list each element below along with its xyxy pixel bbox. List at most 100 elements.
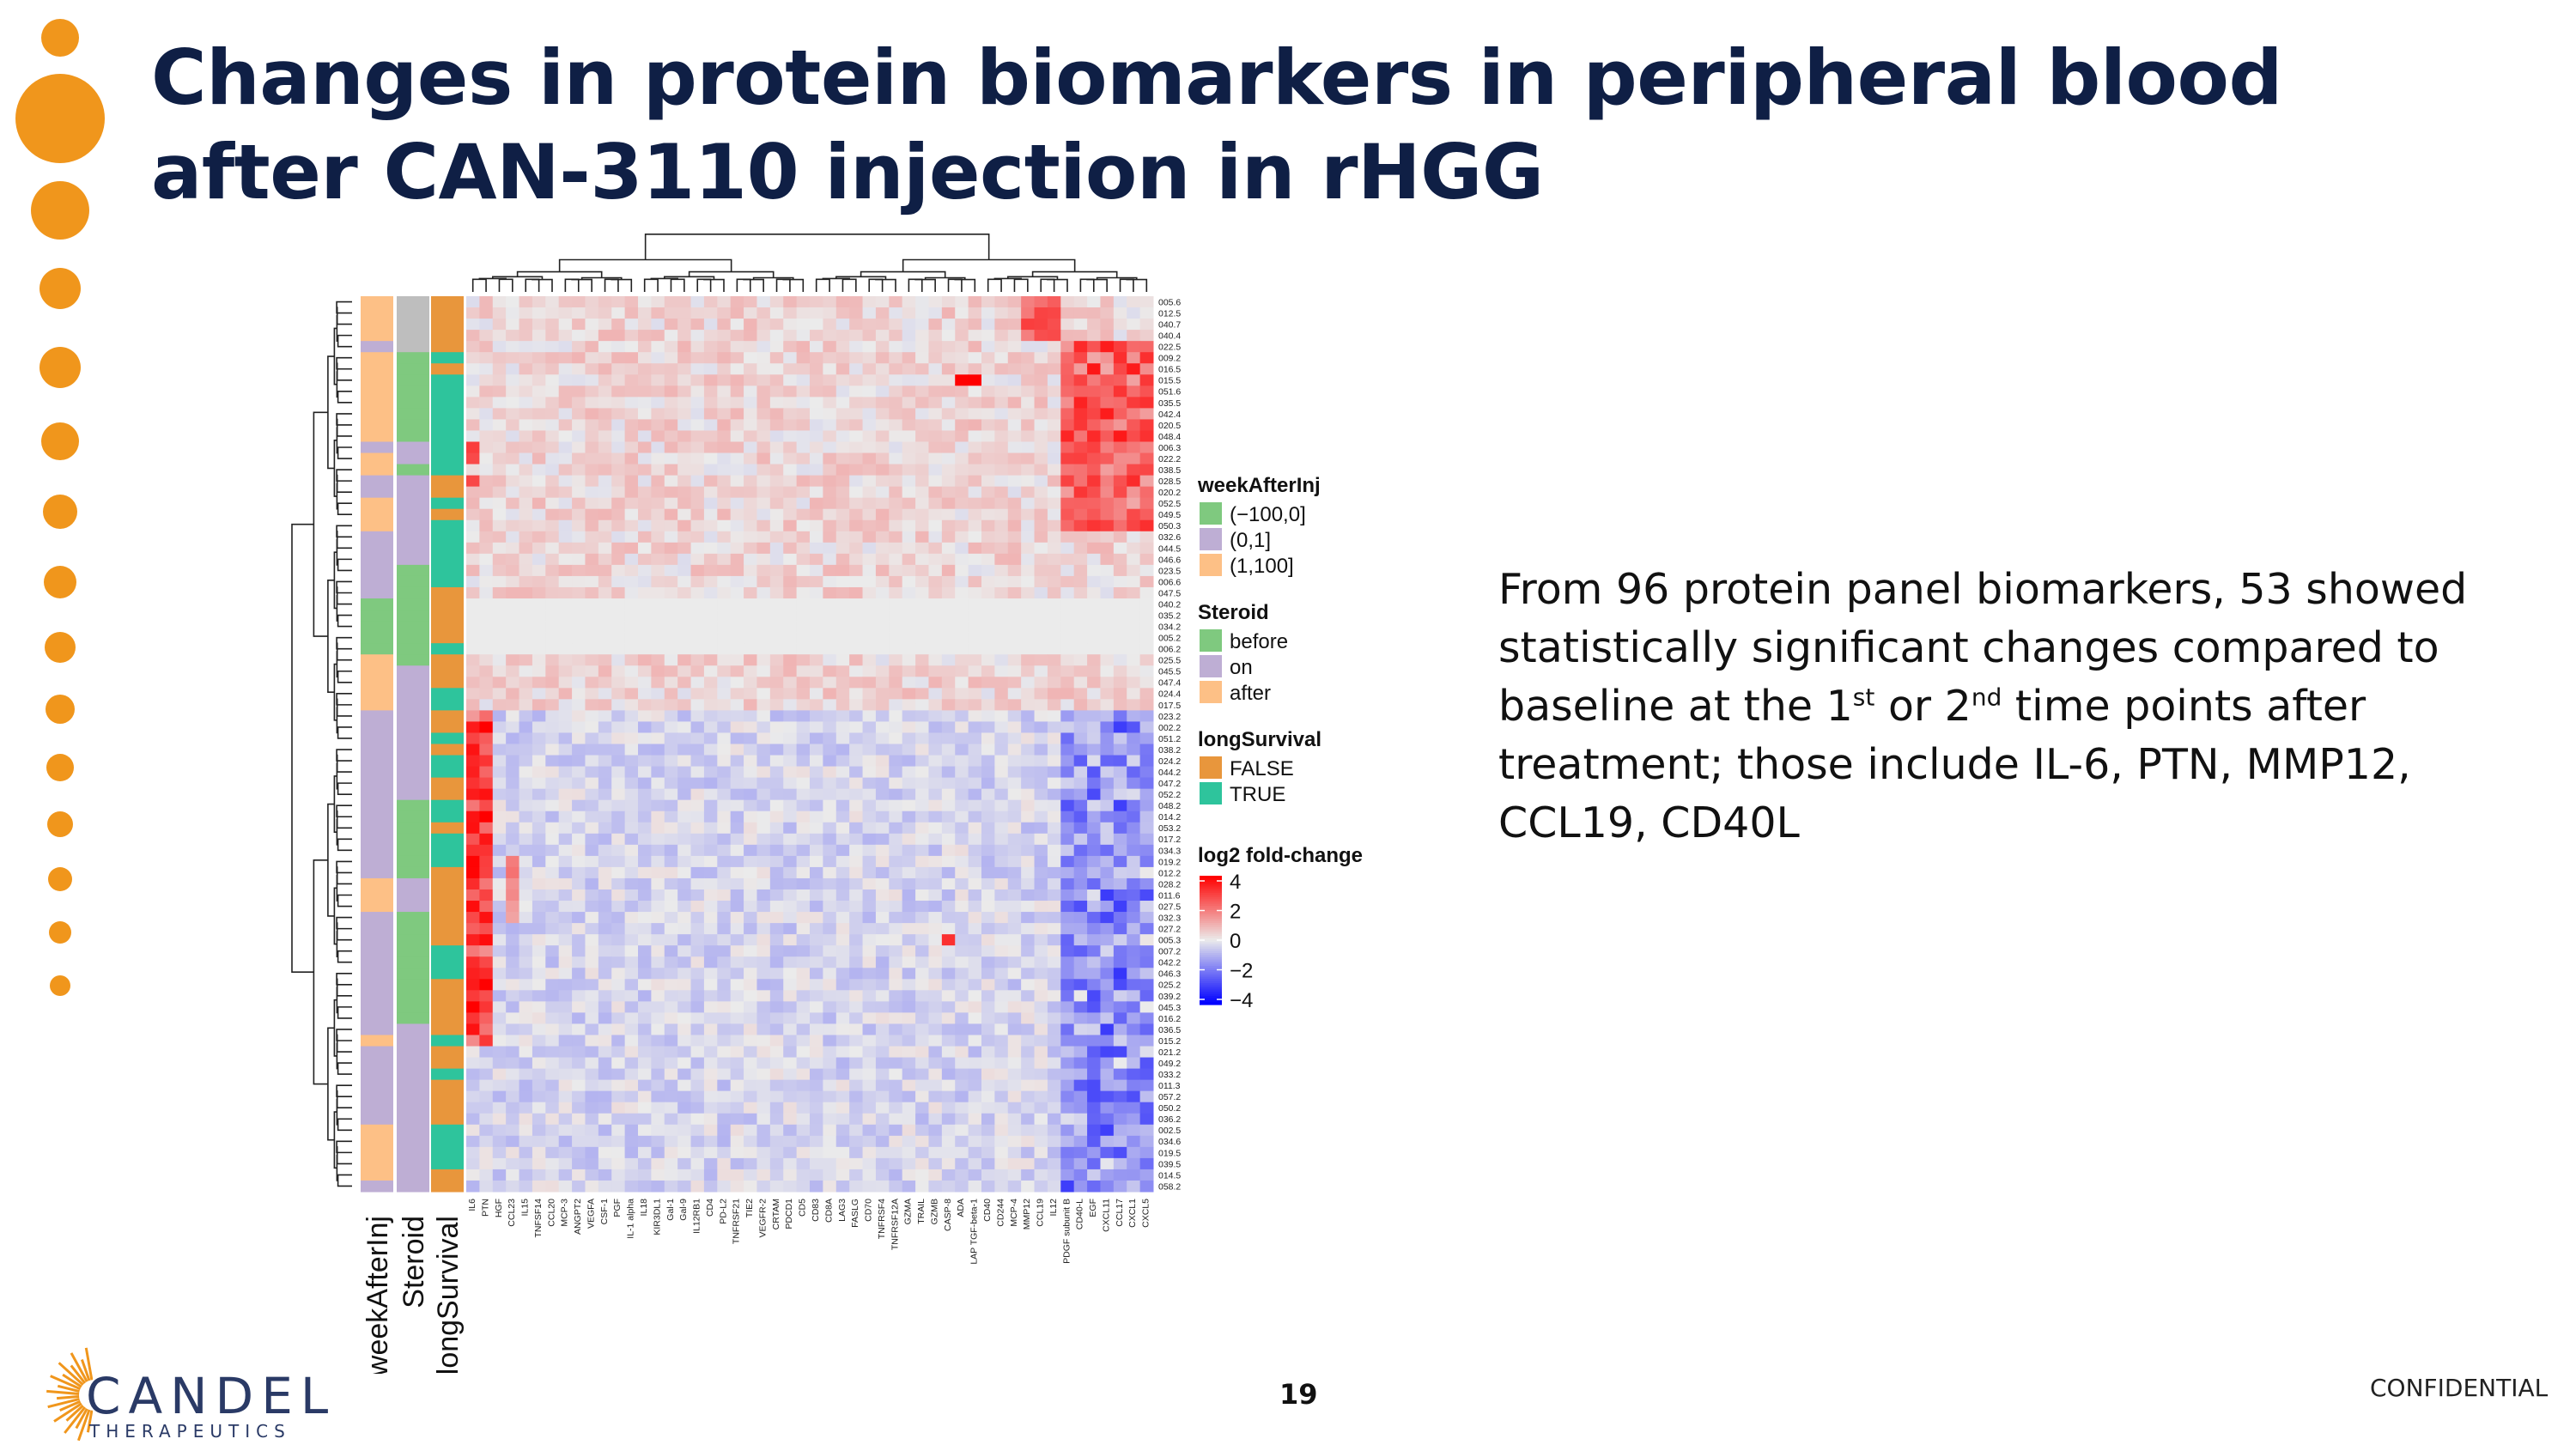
heatmap-cell xyxy=(1100,1124,1115,1137)
heatmap-cell xyxy=(598,654,612,666)
heatmap-cell xyxy=(769,386,784,398)
heatmap-cell xyxy=(638,475,652,488)
heatmap-cell xyxy=(1073,1146,1088,1159)
heatmap-cell xyxy=(598,531,612,543)
heatmap-cell xyxy=(955,1113,969,1126)
heatmap-cell xyxy=(677,508,692,521)
heatmap-cell xyxy=(1139,822,1154,835)
heatmap-cell xyxy=(968,866,982,879)
summary-line-2: statistically significant changes compar… xyxy=(1498,623,2439,672)
heatmap-cell xyxy=(1087,386,1101,398)
heatmap-cell xyxy=(677,744,692,756)
column-label: HGF xyxy=(494,1199,504,1217)
heatmap-cell xyxy=(783,1146,798,1159)
annotation-cell-longSurvival xyxy=(431,732,464,744)
heatmap-cell xyxy=(519,319,533,331)
heatmap-cell xyxy=(1060,632,1075,644)
heatmap-cell xyxy=(730,1023,744,1035)
heatmap-cell xyxy=(651,1124,665,1137)
heatmap-cell xyxy=(1047,1169,1061,1181)
heatmap-cell xyxy=(690,374,705,386)
heatmap-cell xyxy=(479,710,494,722)
heatmap-cell xyxy=(744,945,757,957)
heatmap-cell xyxy=(664,901,678,913)
heatmap-cell xyxy=(849,1124,864,1137)
heatmap-cell xyxy=(690,901,705,913)
heatmap-cell xyxy=(651,307,665,319)
heatmap-cell xyxy=(466,721,480,733)
heatmap-cell xyxy=(783,1001,798,1013)
heatmap-cell xyxy=(651,855,665,868)
annotation-cell-Steroid xyxy=(397,833,429,846)
heatmap-cell xyxy=(1100,654,1115,666)
heatmap-cell xyxy=(624,486,639,499)
heatmap-cell xyxy=(572,531,586,543)
heatmap-cell xyxy=(690,688,705,700)
heatmap-cell xyxy=(677,855,692,868)
heatmap-cell xyxy=(769,1102,784,1114)
heatmap-cell xyxy=(1047,508,1061,521)
heatmap-cell xyxy=(466,497,480,510)
heatmap-cell xyxy=(994,1035,1009,1047)
heatmap-cell xyxy=(889,643,903,655)
heatmap-cell xyxy=(981,1068,995,1081)
heatmap-cell xyxy=(955,968,969,980)
heatmap-cell xyxy=(730,945,744,957)
heatmap-cell xyxy=(1021,755,1036,768)
heatmap-cell xyxy=(611,990,626,1002)
heatmap-cell xyxy=(651,319,665,331)
heatmap-cell xyxy=(717,319,732,331)
heatmap-cell xyxy=(862,766,877,779)
heatmap-cell xyxy=(492,912,507,924)
heatmap-cell xyxy=(941,833,956,846)
heatmap-cell xyxy=(744,710,757,722)
heatmap-cell xyxy=(955,699,969,711)
heatmap-cell xyxy=(492,799,507,812)
heatmap-cell xyxy=(1060,464,1075,477)
heatmap-cell xyxy=(598,877,612,890)
heatmap-cell xyxy=(849,486,864,499)
heatmap-cell xyxy=(823,755,837,768)
heatmap-cell xyxy=(1034,777,1048,790)
heatmap-cell xyxy=(769,710,784,722)
heatmap-cell xyxy=(466,1169,480,1181)
heatmap-cell xyxy=(981,654,995,666)
heatmap-cell xyxy=(1060,497,1075,510)
heatmap-cell xyxy=(1047,844,1061,857)
heatmap-cell xyxy=(1047,452,1061,465)
heatmap-cell xyxy=(902,945,916,957)
heatmap-cell xyxy=(968,330,982,342)
heatmap-cell xyxy=(889,475,903,488)
heatmap-cell xyxy=(928,575,943,588)
heatmap-cell xyxy=(968,564,982,577)
annotation-cell-Steroid xyxy=(397,330,429,342)
heatmap-cell xyxy=(506,519,520,532)
colorbar-segment xyxy=(1200,876,1222,879)
heatmap-cell xyxy=(849,564,864,577)
heatmap-cell xyxy=(1113,1023,1127,1035)
heatmap-cell xyxy=(1007,945,1022,957)
heatmap-cell xyxy=(506,575,520,588)
heatmap-cell xyxy=(572,430,586,442)
heatmap-cell xyxy=(1113,397,1127,409)
annotation-cell-Steroid xyxy=(397,979,429,991)
heatmap-cell xyxy=(690,486,705,499)
heatmap-cell xyxy=(756,508,771,521)
heatmap-cell xyxy=(506,1113,520,1126)
heatmap-cell xyxy=(479,1023,494,1035)
heatmap-cell xyxy=(744,699,757,711)
heatmap-cell xyxy=(1139,1023,1154,1035)
heatmap-cell xyxy=(756,1001,771,1013)
heatmap-cell xyxy=(823,508,837,521)
heatmap-cell xyxy=(823,452,837,465)
heatmap-cell xyxy=(1127,363,1141,375)
annotation-cell-weekAfterInj xyxy=(361,598,393,610)
heatmap-cell xyxy=(1087,598,1101,610)
heatmap-cell xyxy=(1139,721,1154,733)
heatmap-cell xyxy=(479,519,494,532)
annotation-cell-Steroid xyxy=(397,497,429,510)
heatmap-cell xyxy=(519,1035,533,1047)
annotation-cell-Steroid xyxy=(397,475,429,488)
heatmap-cell xyxy=(756,1090,771,1103)
heatmap-cell xyxy=(928,374,943,386)
